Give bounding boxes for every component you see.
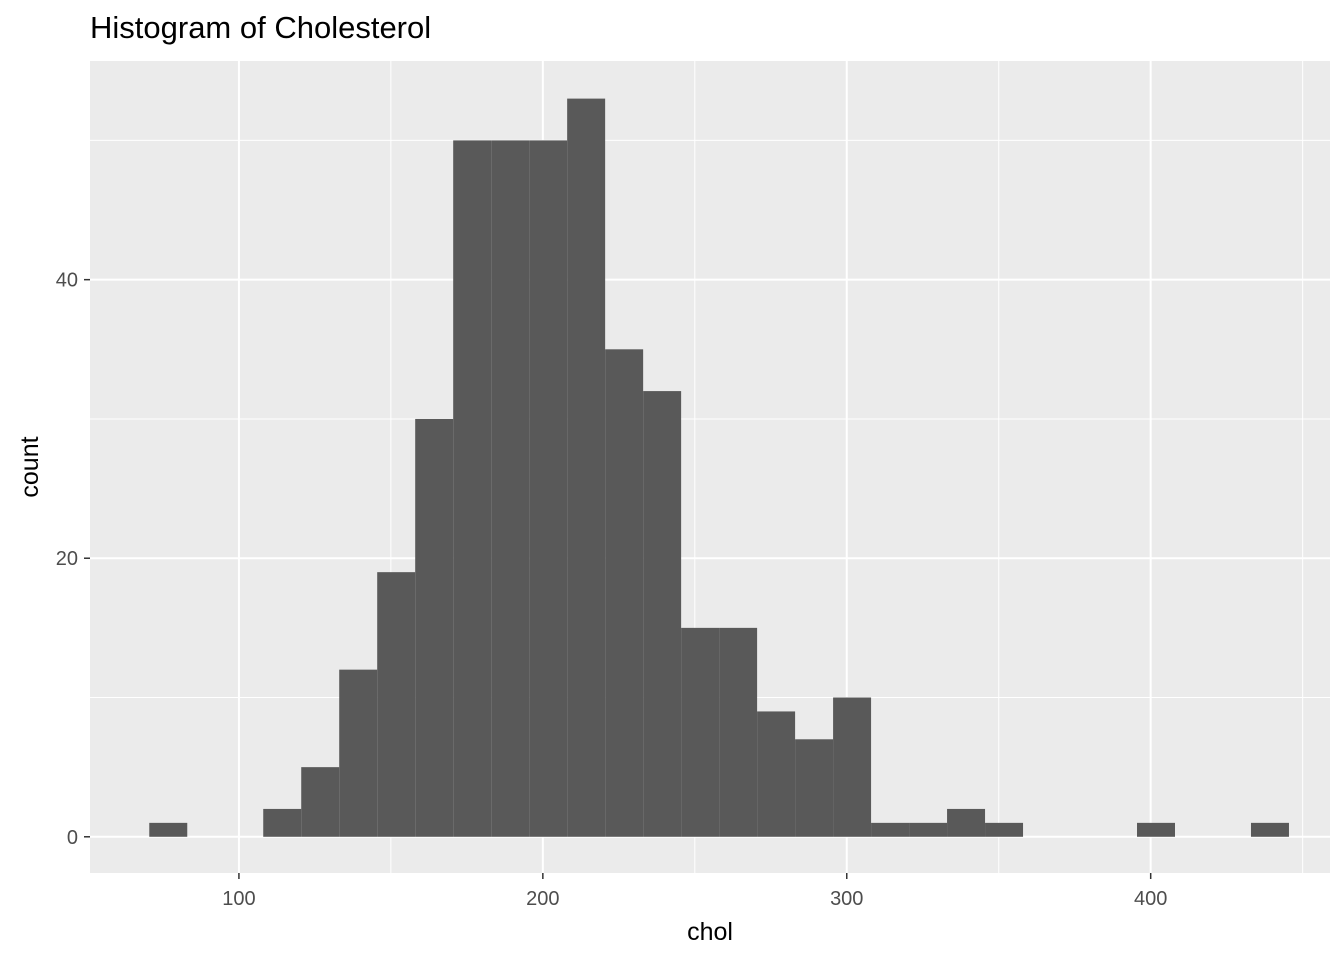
- histogram-bar: [643, 391, 682, 837]
- histogram-bar: [263, 808, 302, 837]
- histogram-bar: [605, 349, 644, 837]
- x-tick-label: 200: [526, 888, 559, 910]
- y-tick-label: 0: [67, 827, 78, 849]
- histogram-bar: [1137, 822, 1175, 837]
- histogram-bar: [871, 822, 910, 837]
- y-tick-label: 40: [56, 270, 78, 292]
- histogram-bar: [491, 140, 530, 837]
- chart-title: Histogram of Cholesterol: [90, 10, 432, 45]
- histogram-bar: [339, 669, 378, 837]
- histogram-bar: [301, 767, 340, 837]
- histogram-bar: [681, 627, 720, 837]
- histogram-bar: [947, 808, 986, 837]
- x-axis-title: chol: [687, 918, 733, 946]
- histogram-bar: [719, 627, 758, 837]
- y-axis-ticks: 0 20 40: [56, 270, 90, 849]
- histogram-bar: [1250, 822, 1289, 837]
- x-tick-label: 100: [222, 888, 255, 910]
- histogram-bar: [833, 697, 872, 837]
- histogram-bars: [149, 98, 1289, 837]
- x-tick-label: 300: [830, 888, 863, 910]
- histogram-bar: [415, 418, 454, 837]
- y-axis-title: count: [16, 436, 44, 497]
- histogram-bar: [985, 822, 1024, 837]
- y-tick-label: 20: [56, 548, 78, 570]
- histogram-bar: [149, 822, 188, 837]
- x-tick-label: 400: [1134, 888, 1167, 910]
- histogram-bar: [377, 572, 416, 837]
- histogram-bar: [453, 140, 492, 837]
- histogram-bar: [567, 98, 606, 837]
- x-axis-ticks: 100 200 300 400: [222, 873, 1167, 910]
- histogram-bar: [795, 739, 834, 837]
- histogram-bar: [909, 822, 948, 837]
- histogram-bar: [529, 140, 568, 837]
- histogram-bar: [757, 711, 796, 837]
